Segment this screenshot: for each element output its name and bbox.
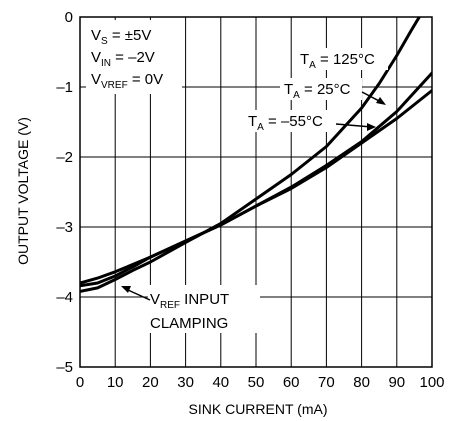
y-tick-label: –3 (56, 219, 73, 236)
series-label-25: TA = 25°C (284, 81, 351, 101)
x-tick-label: 70 (318, 374, 335, 391)
x-tick-label: 90 (388, 374, 405, 391)
label-bg-25 (280, 78, 362, 100)
x-tick-label: 20 (142, 374, 159, 391)
x-tick-label: 10 (107, 374, 124, 391)
series-label-125: TA = 125°C (300, 51, 375, 71)
annotation-bg (148, 285, 260, 333)
arrow-55 (367, 123, 376, 131)
condition-vin: VIN = –2V (91, 49, 155, 69)
y-tick-label: –2 (56, 149, 73, 166)
x-tick-label: 40 (212, 374, 229, 391)
condition-vvref: VVREF = 0V (91, 71, 163, 91)
annotation-leader (127, 289, 151, 301)
annotation-line2: CLAMPING (150, 315, 228, 332)
y-tick-label: 0 (65, 9, 73, 26)
leader-55 (335, 123, 373, 128)
x-tick-label: 60 (283, 374, 300, 391)
x-tick-label: 100 (419, 374, 444, 391)
x-axis-title: SINK CURRENT (mA) (189, 401, 328, 417)
y-axis-title: OUTPUT VOLTAGE (V) (15, 117, 31, 265)
y-tick-label: –5 (56, 359, 73, 376)
series-line-0 (80, 17, 422, 293)
label-bg-125 (296, 48, 388, 70)
arrow-25 (376, 97, 386, 105)
series-line-2 (80, 89, 432, 285)
x-tick-label: 80 (353, 374, 370, 391)
condition-vs: VS = ±5V (91, 27, 151, 47)
annotation-arrow (121, 286, 131, 293)
tick-labels: 0 10 20 30 40 50 60 70 80 90 100 0 –1 –2 –3 –4 –5 (56, 9, 444, 391)
y-tick-label: –4 (56, 289, 73, 306)
x-tick-label: 0 (76, 374, 84, 391)
conditions-box (86, 20, 182, 94)
x-tick-label: 30 (177, 374, 194, 391)
annotation-line1: VREF INPUT (150, 291, 229, 311)
plot-frame (79, 16, 433, 368)
y-tick-label: –1 (56, 79, 73, 96)
x-tick-label: 50 (248, 374, 265, 391)
series-layer (80, 17, 432, 293)
label-bg-55 (244, 110, 336, 132)
series-label-55: TA = –55°C (248, 113, 323, 133)
